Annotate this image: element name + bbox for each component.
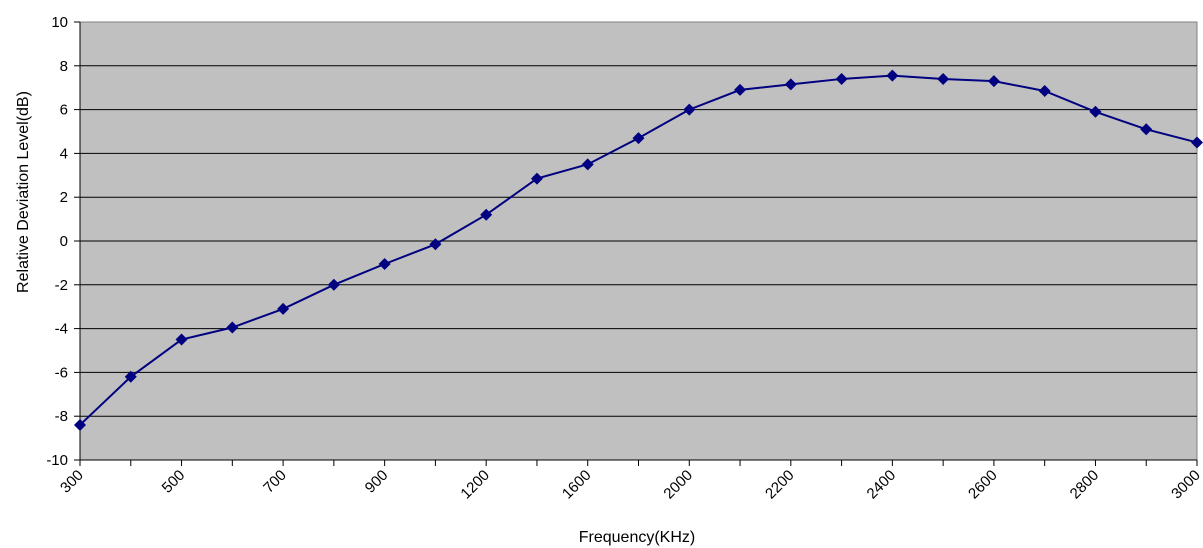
data-point <box>784 78 797 91</box>
gridlines <box>80 65 1197 417</box>
y-tick-label: 0 <box>60 233 68 250</box>
data-point <box>74 418 86 431</box>
x-tick-label: 2000 <box>660 467 696 503</box>
y-axis-title: Relative Deviation Level(dB) <box>15 91 32 293</box>
x-tick-label: 300 <box>57 467 87 497</box>
data-point <box>530 172 543 185</box>
data-point <box>835 72 848 85</box>
data-point <box>581 158 594 171</box>
y-tick-label: 6 <box>60 102 68 119</box>
data-point <box>632 132 645 145</box>
x-tick-label: 1200 <box>457 467 493 503</box>
data-point <box>987 75 1000 88</box>
y-tick-label: 8 <box>60 58 68 75</box>
data-point <box>1140 123 1153 136</box>
y-tick-label: 10 <box>51 14 68 31</box>
data-point <box>886 69 899 82</box>
data-point <box>937 72 950 85</box>
x-tick-label: 700 <box>260 467 290 497</box>
x-tick-label: 900 <box>362 467 392 497</box>
data-point <box>429 238 442 251</box>
data-point <box>327 278 340 291</box>
x-tick-label: 2800 <box>1067 467 1103 503</box>
data-point <box>175 333 188 346</box>
data-point <box>1038 84 1051 97</box>
x-tick-label: 2600 <box>965 467 1001 503</box>
data-point <box>1191 136 1203 149</box>
y-tick-label: 4 <box>60 145 68 162</box>
x-tick-label: 3000 <box>1168 467 1203 503</box>
series <box>74 69 1203 431</box>
data-point <box>683 103 696 116</box>
y-tick-label: -8 <box>55 408 68 425</box>
y-tick-label: -4 <box>55 321 68 338</box>
x-tick-label: 500 <box>159 467 189 497</box>
y-tick-label: -6 <box>55 364 68 381</box>
y-tick-label: -10 <box>46 452 68 469</box>
data-point <box>480 208 493 221</box>
data-point <box>226 321 239 334</box>
y-tick-label: -2 <box>55 277 68 294</box>
x-tick-labels: 300 500 700 900 1200 1600 2000 2200 2400 2600 2800… <box>57 467 1203 503</box>
data-point <box>734 83 747 96</box>
x-tick-label: 1600 <box>559 467 595 503</box>
x-tick-label: 2200 <box>762 467 798 503</box>
data-point <box>124 370 137 383</box>
axes <box>74 21 1198 466</box>
y-tick-label: 2 <box>60 189 68 206</box>
data-point <box>277 302 290 315</box>
y-tick-labels: 10 8 6 4 2 0 -2 -4 -6 -8 -10 <box>46 14 68 469</box>
x-axis-title: Frequency(KHz) <box>579 529 695 546</box>
data-point <box>378 257 391 270</box>
data-point <box>1089 105 1102 118</box>
x-tick-label: 2400 <box>864 467 900 503</box>
